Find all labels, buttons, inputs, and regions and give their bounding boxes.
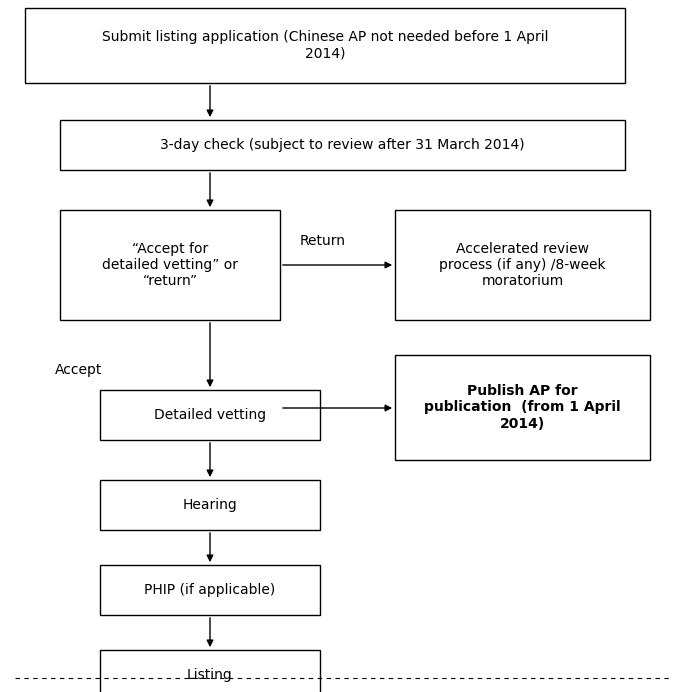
Bar — [100, 650, 320, 692]
Bar — [395, 210, 650, 320]
Text: “Accept for
detailed vetting” or
“return”: “Accept for detailed vetting” or “return… — [102, 242, 238, 288]
Bar — [100, 565, 320, 615]
Bar — [60, 210, 280, 320]
Text: Return: Return — [300, 234, 346, 248]
Text: Publish AP for
publication  (from 1 April
2014): Publish AP for publication (from 1 April… — [424, 384, 621, 430]
Bar — [60, 120, 625, 170]
Text: Accelerated review
process (if any) /8-week
moratorium: Accelerated review process (if any) /8-w… — [439, 242, 606, 288]
Text: Hearing: Hearing — [182, 498, 237, 512]
Text: Accept: Accept — [55, 363, 102, 377]
Bar — [100, 480, 320, 530]
Text: Detailed vetting: Detailed vetting — [154, 408, 266, 422]
Text: Submit listing application (Chinese AP not needed before 1 April
2014): Submit listing application (Chinese AP n… — [102, 30, 548, 61]
Text: PHIP (if applicable): PHIP (if applicable) — [144, 583, 276, 597]
Bar — [25, 8, 625, 83]
Text: Listing: Listing — [187, 668, 233, 682]
Text: 3-day check (subject to review after 31 March 2014): 3-day check (subject to review after 31 … — [161, 138, 525, 152]
Bar — [100, 390, 320, 440]
Bar — [395, 355, 650, 460]
